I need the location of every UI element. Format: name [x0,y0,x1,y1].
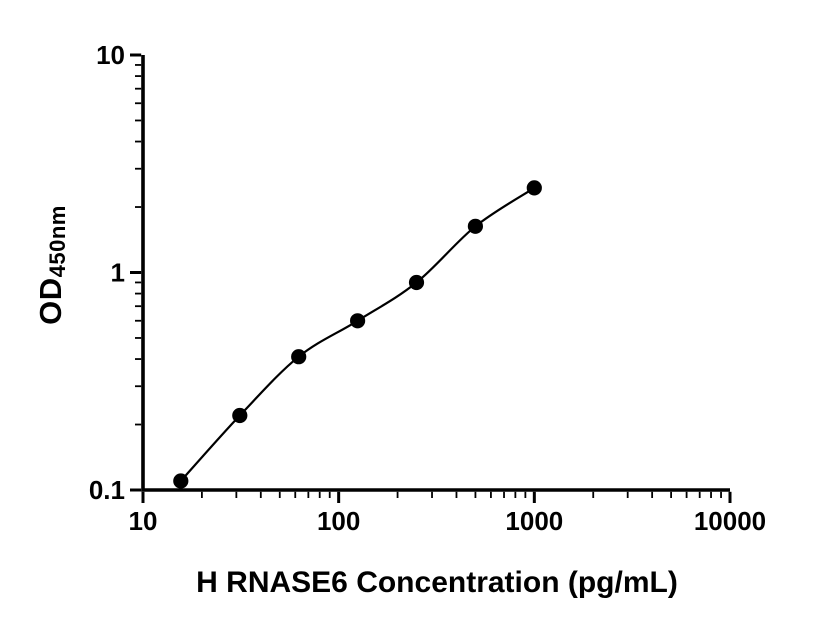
x-tick-label: 10 [129,506,158,536]
y-tick-label: 1 [111,258,125,288]
y-axis-title-subscript: 450nm [44,205,70,278]
x-tick-label: 1000 [505,506,563,536]
data-point [291,349,307,365]
data-point [408,274,425,291]
x-axis-title: H RNASE6 Concentration (pg/mL) [196,566,678,599]
data-point [232,407,248,424]
x-tick-label: 10000 [694,506,766,536]
data-point [350,313,366,329]
y-tick-label: 10 [96,40,125,70]
x-tick-label: 100 [317,506,360,536]
standard-curve-line [179,186,535,482]
data-point [467,218,483,234]
y-tick-label: 0.1 [89,475,125,505]
y-axis-title-main: OD [33,277,69,325]
data-point [173,473,189,489]
data-point [526,180,542,196]
axis-lines [141,55,730,492]
y-axis-title: OD450nm [33,115,71,415]
